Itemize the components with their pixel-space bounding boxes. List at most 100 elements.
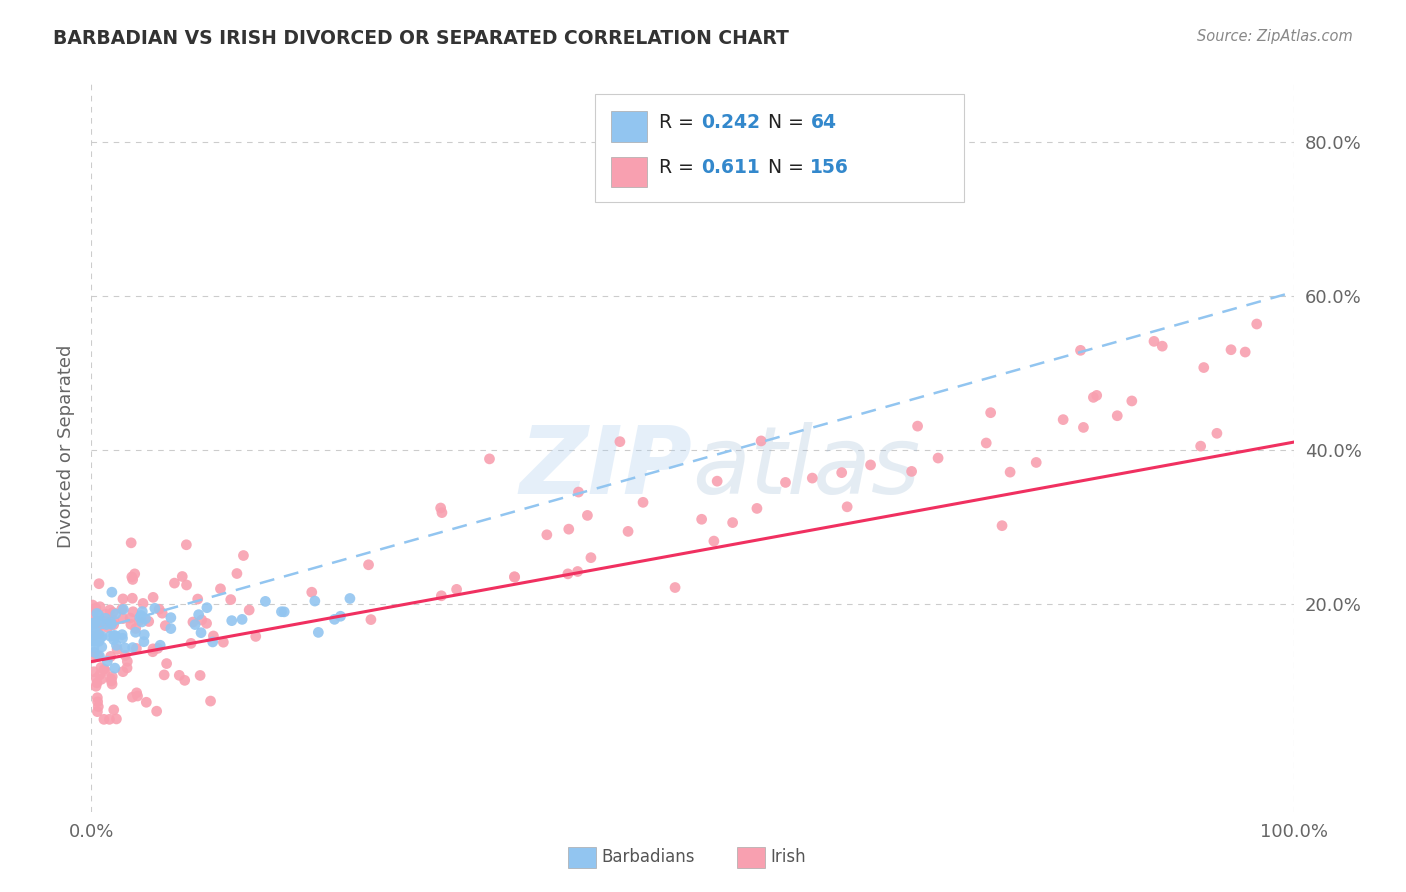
Point xyxy=(125,622,148,636)
Point xyxy=(664,581,686,595)
Point xyxy=(93,712,115,726)
Point xyxy=(567,565,589,579)
Point xyxy=(98,712,121,726)
Point xyxy=(329,609,352,624)
Point xyxy=(609,434,631,449)
Point xyxy=(82,619,104,633)
Point xyxy=(111,591,134,606)
Point xyxy=(148,602,170,616)
Point xyxy=(273,605,295,619)
Point xyxy=(254,594,277,608)
Point xyxy=(103,628,125,642)
Point xyxy=(87,634,110,648)
Y-axis label: Divorced or Separated: Divorced or Separated xyxy=(56,344,75,548)
Point xyxy=(301,585,323,599)
Text: Irish: Irish xyxy=(770,848,806,866)
Point xyxy=(721,516,744,530)
Point xyxy=(83,627,105,641)
Point xyxy=(155,618,177,632)
Point xyxy=(1085,388,1108,402)
Point xyxy=(121,591,143,606)
Point xyxy=(132,634,155,648)
Text: 0.611: 0.611 xyxy=(700,158,759,178)
Point xyxy=(103,632,125,647)
Point xyxy=(100,649,122,664)
Point xyxy=(176,578,198,592)
Point xyxy=(579,550,602,565)
Point xyxy=(831,466,853,480)
Point xyxy=(617,524,640,539)
Point xyxy=(143,601,166,615)
Point xyxy=(83,616,105,631)
Point xyxy=(83,626,105,640)
Point xyxy=(184,617,207,632)
Point xyxy=(1025,455,1047,469)
Point xyxy=(190,625,212,640)
Text: R =: R = xyxy=(658,112,699,132)
Point xyxy=(83,632,105,647)
Point xyxy=(446,582,468,597)
Point xyxy=(478,451,501,466)
Point xyxy=(125,641,148,656)
Point xyxy=(87,607,110,622)
Point xyxy=(97,621,120,635)
Text: 0.242: 0.242 xyxy=(700,112,759,132)
Point xyxy=(927,450,949,465)
Point xyxy=(121,573,143,587)
Point xyxy=(87,627,110,641)
Point xyxy=(105,638,128,652)
Point xyxy=(104,607,127,621)
Point xyxy=(1220,343,1243,357)
Point xyxy=(180,636,202,650)
Point xyxy=(557,566,579,581)
Point xyxy=(576,508,599,523)
Point xyxy=(430,506,453,520)
Point xyxy=(134,628,156,642)
Point xyxy=(270,605,292,619)
Point xyxy=(83,615,105,630)
Point xyxy=(142,591,165,605)
Point xyxy=(90,660,112,674)
Point xyxy=(231,612,253,626)
Point xyxy=(690,512,713,526)
Point xyxy=(209,582,232,596)
Point xyxy=(86,705,108,719)
Point xyxy=(129,608,152,623)
Text: 64: 64 xyxy=(810,112,837,132)
Point xyxy=(1189,439,1212,453)
Point xyxy=(83,624,105,638)
Point xyxy=(1083,390,1105,404)
Point xyxy=(87,626,110,640)
Point xyxy=(118,611,141,625)
Point xyxy=(105,712,128,726)
Text: BARBADIAN VS IRISH DIVORCED OR SEPARATED CORRELATION CHART: BARBADIAN VS IRISH DIVORCED OR SEPARATED… xyxy=(53,29,789,47)
Text: R =: R = xyxy=(658,158,706,178)
Point xyxy=(94,615,117,629)
Point xyxy=(90,640,112,654)
Point xyxy=(201,635,224,649)
Point xyxy=(1192,360,1215,375)
Point xyxy=(131,605,153,619)
Point xyxy=(83,628,105,642)
Point xyxy=(98,603,121,617)
Point xyxy=(195,616,218,631)
Point xyxy=(125,686,148,700)
Point xyxy=(745,501,768,516)
Point xyxy=(94,611,117,625)
Point xyxy=(94,607,117,622)
Point xyxy=(142,641,165,656)
Point xyxy=(1107,409,1129,423)
Point xyxy=(360,613,382,627)
Point xyxy=(232,549,254,563)
Point xyxy=(121,570,143,584)
Point xyxy=(83,645,105,659)
Point xyxy=(124,566,146,581)
Point xyxy=(188,668,211,682)
Point xyxy=(187,592,209,607)
Point xyxy=(82,619,104,633)
Point xyxy=(706,474,728,488)
Point xyxy=(127,689,149,703)
Point xyxy=(221,614,243,628)
Point xyxy=(84,601,107,615)
Point xyxy=(245,629,267,643)
